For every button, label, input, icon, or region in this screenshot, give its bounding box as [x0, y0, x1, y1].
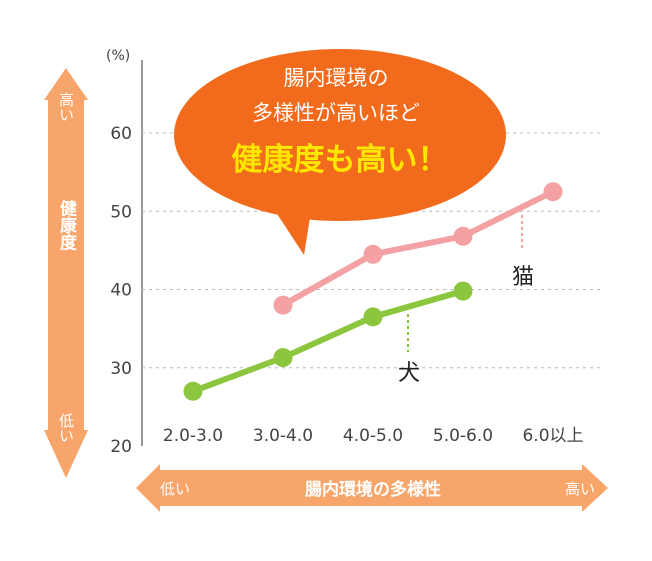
y-arrow-head-top: [44, 68, 88, 100]
y-arrow-head-bottom: [44, 430, 88, 478]
x-axis-arrow: 低い 腸内環境の多様性 高い: [136, 464, 608, 512]
cat-series-label: 猫: [512, 265, 534, 290]
y-arrow-label-high: 高い: [57, 92, 75, 122]
y-tick-label: 60: [110, 124, 132, 144]
x-tick-labels: 2.0-3.0 3.0-4.0 4.0-5.0 5.0-6.0 6.0以上: [163, 426, 584, 446]
bubble-line-2: 多様性が高いほど: [252, 101, 420, 125]
x-arrow-label-high: 高い: [565, 480, 595, 498]
x-arrow-head-right: [582, 464, 608, 512]
y-tick-label: 50: [110, 202, 132, 222]
data-point: [273, 348, 293, 368]
x-arrow-shaft: [159, 470, 583, 506]
x-tick-label: 4.0-5.0: [343, 426, 403, 446]
data-point: [363, 307, 383, 327]
x-tick-label: 2.0-3.0: [163, 426, 223, 446]
x-arrow-head-left: [136, 464, 160, 512]
y-arrow-shaft: [48, 99, 84, 431]
bubble-line-1: 腸内環境の: [284, 66, 389, 90]
x-tick-label: 5.0-6.0: [433, 426, 493, 446]
series-line-0: [281, 188, 555, 308]
x-arrow-title: 腸内環境の多様性: [305, 479, 441, 500]
data-point: [543, 182, 563, 202]
y-arrow-label-low: 低い: [57, 413, 75, 443]
series-group: [183, 182, 563, 401]
bubble-tail: [268, 200, 312, 255]
bubble-line-3: 健康度も高い！: [232, 142, 449, 178]
series-line-1: [191, 288, 464, 395]
data-point: [363, 244, 383, 264]
x-arrow-label-low: 低い: [160, 480, 190, 498]
y-tick-label: 30: [110, 359, 132, 379]
y-tick-labels: 20 30 40 50 60: [110, 124, 132, 457]
x-tick-label: 6.0以上: [522, 426, 583, 446]
x-tick-label: 3.0-4.0: [253, 426, 313, 446]
dog-series-label: 犬: [398, 361, 420, 386]
data-point: [453, 281, 473, 301]
y-axis-arrow: 高い 健康度 低い: [44, 68, 88, 478]
data-point: [183, 381, 203, 401]
speech-bubble: 腸内環境の 多様性が高いほど 健康度も高い！: [174, 49, 506, 255]
data-point: [273, 295, 293, 315]
y-tick-label: 20: [110, 437, 132, 457]
data-point: [453, 226, 473, 246]
y-arrow-title: 健康度: [56, 198, 77, 251]
y-tick-label: 40: [110, 281, 132, 301]
y-unit-label: (%): [106, 48, 130, 64]
bubble-body: [174, 49, 506, 221]
